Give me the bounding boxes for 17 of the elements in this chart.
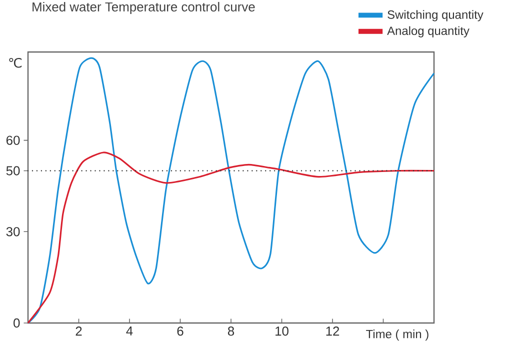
line-series — [27, 57, 435, 324]
x-tick-label: 2 — [76, 326, 82, 336]
x-tick-label: 6 — [177, 326, 184, 336]
y-tick-label: 50 — [6, 166, 20, 176]
x-tick-label: 12 — [326, 326, 340, 336]
chart-title: Mixed water Temperature control curve — [32, 2, 255, 14]
legend-label: Switching quantity — [388, 10, 484, 22]
x-tick-label: 4 — [126, 326, 133, 336]
x-tick-label: 10 — [276, 326, 288, 336]
x-tick-label: 8 — [228, 326, 234, 336]
y-tick-label: 0 — [14, 318, 20, 328]
legend-label: Analog quantity — [387, 26, 470, 38]
y-tick-label: 30 — [6, 227, 20, 236]
line-series — [27, 152, 435, 324]
y-axis-title: ℃ — [9, 58, 22, 68]
x-axis-title: Time ( min ) — [366, 330, 428, 341]
y-tick-label: 60 — [6, 136, 20, 145]
